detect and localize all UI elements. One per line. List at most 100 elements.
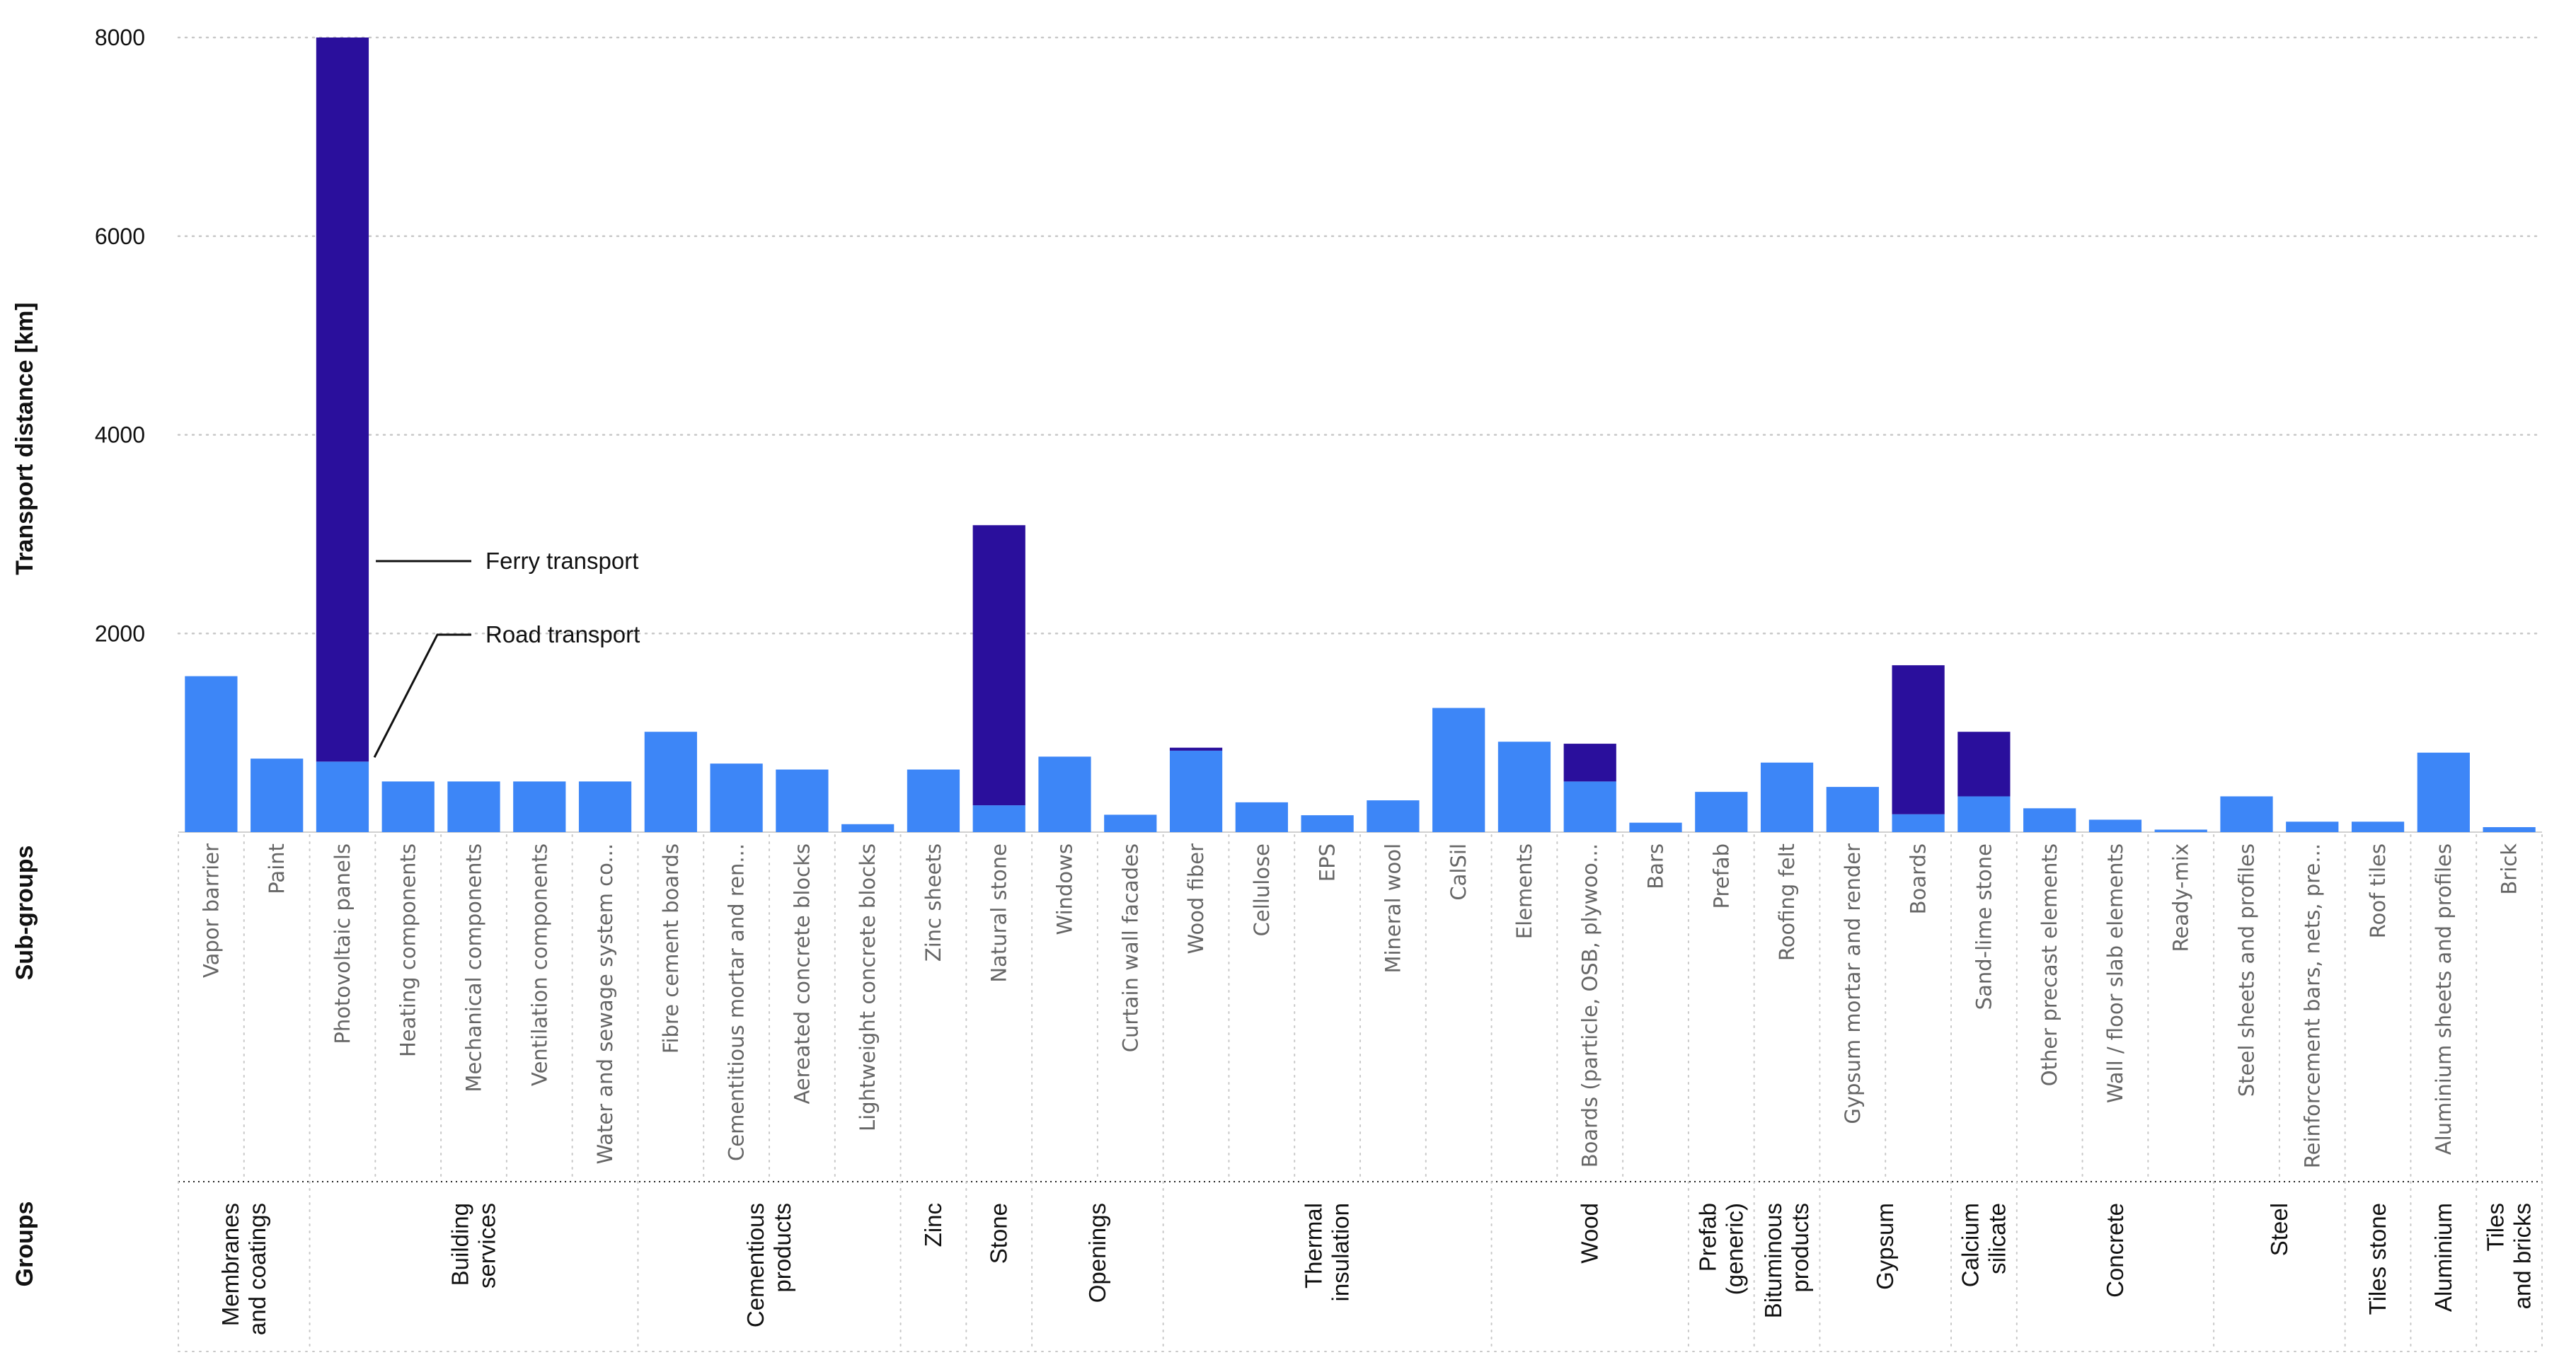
bar-road bbox=[513, 781, 566, 832]
subgroup-label: Ventilation components bbox=[527, 843, 551, 1086]
bar-ferry bbox=[1957, 732, 2011, 797]
group-label: Cementiousproducts bbox=[742, 1203, 795, 1327]
annotations: Ferry transport Road transport bbox=[373, 548, 640, 759]
y-axis-ticks: 2000 4000 6000 8000 bbox=[95, 25, 145, 646]
ferry-transport-annotation: Ferry transport bbox=[485, 548, 638, 574]
subgroup-label: Sand-lime stone bbox=[1972, 843, 1996, 1010]
bar-road bbox=[381, 781, 435, 832]
bar-road bbox=[185, 676, 238, 832]
y-tick-label: 2000 bbox=[95, 621, 145, 646]
subgroup-label: Zinc sheets bbox=[921, 843, 945, 962]
group-label: Tilesand bricks bbox=[2483, 1203, 2536, 1309]
group-label: Steel bbox=[2266, 1203, 2292, 1256]
bar-road bbox=[1104, 814, 1157, 832]
subgroup-label: Fibre cement boards bbox=[659, 843, 683, 1054]
bar-ferry bbox=[316, 38, 369, 762]
bar-road bbox=[2483, 826, 2536, 832]
subgroup-label: Wood fiber bbox=[1184, 843, 1208, 955]
bar-road bbox=[578, 781, 632, 832]
subgroup-label: Boards bbox=[1907, 843, 1931, 914]
subgroup-label: Reinforcement bars, nets, pre... bbox=[2300, 843, 2324, 1168]
subgroup-label: Curtain wall facades bbox=[1118, 843, 1142, 1052]
subgroup-label: Cellulose bbox=[1250, 843, 1274, 936]
bar-ferry bbox=[1169, 747, 1223, 751]
subgroup-label: Roofing felt bbox=[1775, 843, 1799, 961]
bar-road bbox=[1563, 781, 1616, 832]
group-labels: Membranesand coatings Buildingservices Cem… bbox=[217, 1203, 2536, 1335]
bar-road bbox=[1169, 750, 1223, 832]
group-label: Thermalinsulation bbox=[1301, 1203, 1354, 1301]
bar-road bbox=[316, 761, 369, 832]
subgroup-labels: Vapor barrier Paint Photovoltaic panels Hea… bbox=[199, 843, 2521, 1168]
subgroup-label: Prefab bbox=[1709, 843, 1733, 909]
bar-road bbox=[710, 763, 763, 832]
subgroup-label: CalSil bbox=[1447, 843, 1471, 901]
group-label: Gypsum bbox=[1872, 1203, 1898, 1290]
subgroup-label: Ready-mix bbox=[2169, 843, 2193, 952]
bar-road bbox=[841, 824, 895, 832]
subgroup-label: Gypsum mortar and render bbox=[1841, 843, 1865, 1124]
category-separators bbox=[178, 831, 2543, 1352]
group-label: Tiles stone bbox=[2364, 1203, 2391, 1315]
group-label: Bituminousproducts bbox=[1760, 1203, 1813, 1318]
bar-road bbox=[1760, 762, 1814, 832]
bar-ferry bbox=[1563, 744, 1616, 782]
bar-road bbox=[1695, 792, 1748, 832]
bar-road bbox=[644, 732, 697, 832]
subgroup-label: Heating components bbox=[396, 843, 420, 1057]
subgroup-label: Aluminium sheets and profiles bbox=[2432, 843, 2456, 1155]
subgroups-row-title: Sub-groups bbox=[11, 846, 38, 981]
bar-road bbox=[2154, 829, 2207, 832]
group-label: Wood bbox=[1577, 1203, 1603, 1264]
subgroup-label: Roof tiles bbox=[2366, 843, 2390, 938]
group-label: Zinc bbox=[920, 1203, 946, 1247]
bar-road bbox=[2023, 808, 2076, 832]
subgroup-label: Natural stone bbox=[987, 843, 1011, 983]
bar-road bbox=[2088, 819, 2142, 832]
bar-road bbox=[972, 805, 1025, 832]
subgroup-label: Wall / floor slab elements bbox=[2103, 843, 2127, 1103]
group-label: Concrete bbox=[2102, 1203, 2128, 1298]
group-label: Stone bbox=[986, 1203, 1012, 1264]
bar-road bbox=[1629, 822, 1682, 832]
bar-road bbox=[1367, 800, 1420, 832]
subgroup-label: Lightweight concrete blocks bbox=[856, 843, 880, 1131]
group-label: Aluminium bbox=[2430, 1203, 2456, 1312]
subgroup-label: Paint bbox=[265, 843, 289, 894]
subgroup-label: Vapor barrier bbox=[199, 843, 223, 978]
bar-road bbox=[776, 769, 829, 832]
subgroup-label: Steel sheets and profiles bbox=[2235, 843, 2259, 1097]
gridlines bbox=[177, 36, 2543, 635]
bar-ferry bbox=[1892, 665, 1945, 814]
y-tick-label: 6000 bbox=[95, 224, 145, 249]
road-leader-line bbox=[373, 633, 471, 759]
bar-road bbox=[447, 781, 500, 832]
bars bbox=[185, 38, 2536, 832]
group-label: Calciumsilicate bbox=[1957, 1203, 2010, 1287]
subgroup-label: Elements bbox=[1512, 843, 1536, 939]
bar-road bbox=[1235, 802, 1288, 832]
bar-road bbox=[1497, 742, 1551, 832]
subgroup-label: EPS bbox=[1316, 843, 1340, 882]
bar-road bbox=[907, 769, 960, 832]
group-label: Membranesand coatings bbox=[217, 1203, 270, 1335]
bar-road bbox=[1038, 756, 1091, 832]
bar-road bbox=[1432, 708, 1485, 832]
group-label: Prefab(generic) bbox=[1694, 1203, 1747, 1295]
subgroup-label: Boards (particle, OSB, plywoo... bbox=[1578, 843, 1602, 1168]
bar-road bbox=[2417, 752, 2470, 832]
y-tick-label: 8000 bbox=[95, 25, 145, 50]
y-tick-label: 4000 bbox=[95, 422, 145, 448]
subgroup-label: Photovoltaic panels bbox=[330, 843, 355, 1044]
subgroup-label: Other precast elements bbox=[2037, 843, 2062, 1086]
group-label: Buildingservices bbox=[447, 1203, 500, 1289]
subgroup-label: Aereated concrete blocks bbox=[790, 843, 814, 1105]
bar-road bbox=[251, 759, 304, 832]
subgroup-label: Bars bbox=[1644, 843, 1668, 889]
bar-road bbox=[2286, 822, 2339, 832]
subgroup-label: Mineral wool bbox=[1381, 843, 1405, 974]
bar-road bbox=[1892, 814, 1945, 832]
group-label: Openings bbox=[1084, 1203, 1110, 1303]
groups-row-title: Groups bbox=[11, 1201, 38, 1287]
